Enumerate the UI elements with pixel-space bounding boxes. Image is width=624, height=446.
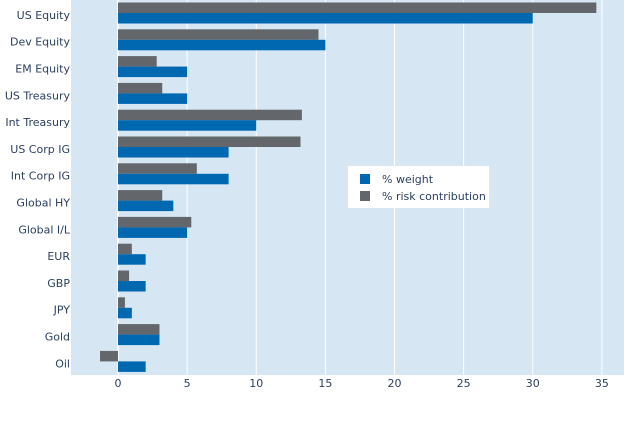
category-label: Dev Equity bbox=[10, 36, 71, 49]
category-label: US Equity bbox=[17, 9, 71, 22]
legend: % weight % risk contribution bbox=[348, 166, 489, 208]
bar-weight bbox=[118, 173, 229, 185]
bar-risk-contribution bbox=[118, 82, 163, 94]
bar-risk-contribution bbox=[118, 29, 319, 40]
bar-weight bbox=[118, 361, 146, 372]
plot-background bbox=[71, 0, 624, 375]
category-label: Global I/L bbox=[18, 223, 71, 236]
category-label: Gold bbox=[45, 331, 70, 344]
x-tick-label: 35 bbox=[595, 377, 609, 390]
bar-risk-contribution bbox=[118, 136, 301, 147]
legend-swatch-risk bbox=[360, 191, 370, 201]
category-label: EUR bbox=[47, 250, 70, 263]
category-labels: US Equity Dev Equity EM Equity US Treasury I… bbox=[5, 9, 71, 370]
bar-weight bbox=[118, 13, 533, 24]
bar-risk-contribution bbox=[100, 350, 119, 362]
category-label: Oil bbox=[55, 357, 70, 370]
bar-risk-contribution bbox=[118, 163, 197, 174]
bar-risk-contribution bbox=[118, 190, 163, 201]
bar-weight bbox=[118, 200, 174, 212]
category-label: GBP bbox=[47, 277, 70, 290]
bar-weight bbox=[118, 93, 188, 104]
bar-risk-contribution bbox=[118, 297, 125, 308]
bar-weight bbox=[118, 227, 188, 238]
x-tick-label: 5 bbox=[184, 377, 191, 390]
category-label: US Treasury bbox=[5, 89, 71, 102]
bar-weight bbox=[118, 307, 132, 319]
bar-risk-contribution bbox=[118, 324, 160, 335]
bar-risk-contribution bbox=[118, 243, 132, 255]
category-label: JPY bbox=[53, 304, 71, 317]
x-tick-label: 15 bbox=[318, 377, 332, 390]
bar-weight bbox=[118, 147, 229, 158]
bar-risk-contribution bbox=[118, 109, 302, 121]
x-tick-label: 30 bbox=[526, 377, 540, 390]
category-label: US Corp IG bbox=[10, 143, 70, 156]
bar-risk-contribution bbox=[118, 216, 192, 228]
bar-weight bbox=[118, 334, 160, 346]
legend-swatch-weight bbox=[360, 174, 370, 184]
x-tick-label: 25 bbox=[457, 377, 471, 390]
x-tick-label: 20 bbox=[388, 377, 402, 390]
bar-weight bbox=[118, 66, 188, 78]
category-label: EM Equity bbox=[15, 63, 70, 76]
bar-risk-contribution bbox=[118, 270, 130, 281]
legend-label-risk: % risk contribution bbox=[382, 190, 486, 203]
category-label: Global HY bbox=[16, 197, 70, 210]
x-tick-label: 10 bbox=[249, 377, 263, 390]
legend-box bbox=[348, 166, 489, 208]
legend-label-weight: % weight bbox=[382, 173, 434, 186]
bar-weight bbox=[118, 254, 146, 265]
bar-risk-contribution bbox=[118, 56, 157, 67]
bar-weight bbox=[118, 39, 326, 51]
bar-weight bbox=[118, 281, 146, 292]
x-tick-label: 0 bbox=[115, 377, 122, 390]
bar-risk-contribution bbox=[118, 2, 597, 13]
bars bbox=[100, 2, 597, 372]
category-label: Int Corp IG bbox=[11, 170, 70, 183]
x-axis-ticks: 0 5 10 15 20 25 30 35 bbox=[115, 377, 609, 390]
category-label: Int Treasury bbox=[5, 116, 70, 129]
bar-weight bbox=[118, 120, 257, 131]
